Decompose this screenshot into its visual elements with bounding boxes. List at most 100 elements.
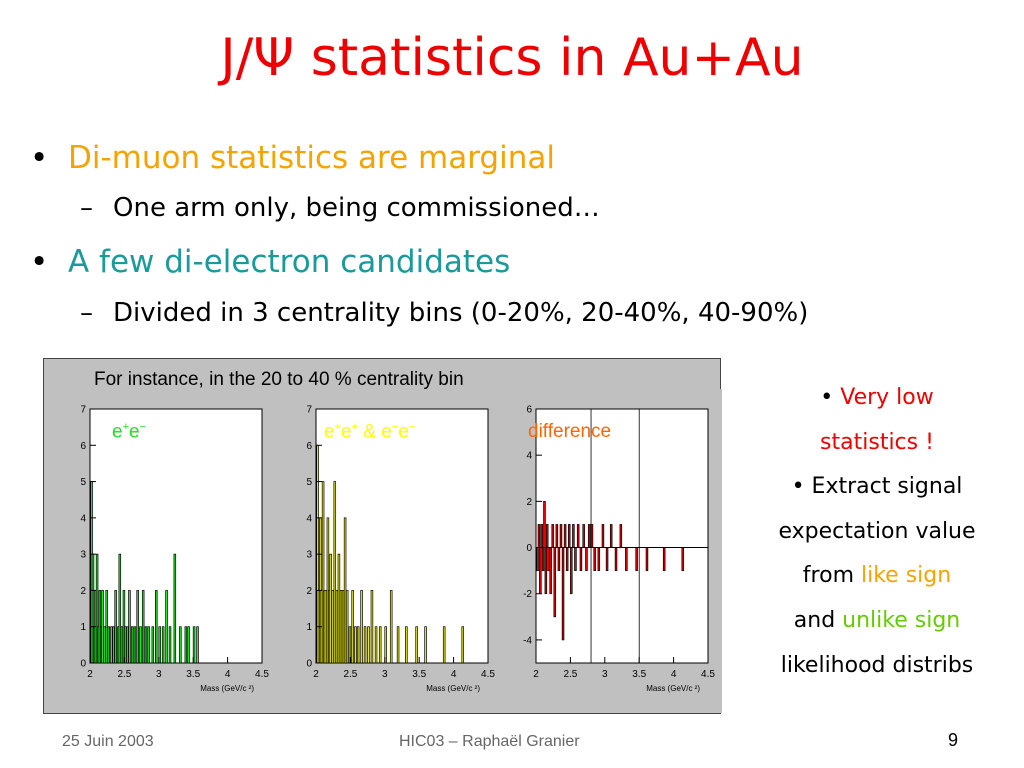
y-tick-label: 7 [306, 405, 312, 416]
histogram-difference: 2 2.5 3 3.5 4 4.5 -4 -2 0 2 4 6 Mass (GeV/c ²) diffe… [496, 389, 722, 713]
histogram-bar [136, 590, 139, 664]
x-tick-label: 2 [87, 669, 93, 680]
x-tick-label: 2.5 [117, 669, 131, 680]
side-very-low: Very low [840, 385, 934, 410]
histogram-bar [139, 626, 142, 664]
histogram-bar [155, 590, 158, 664]
x-tick-label: 4.5 [481, 669, 495, 680]
histogram-bar [335, 590, 339, 664]
histogram-opposite-sign: 2 2.5 3 3.5 4 4.5 0 1 2 3 4 5 6 7 Mass (GeV/c ²) e+e− [50, 389, 276, 713]
histogram-bar [553, 547, 557, 618]
slide-title-text: J/Ψ statistics in Au+Au [220, 28, 804, 88]
histogram-bar [587, 524, 591, 548]
side-line-6: and unlike sign [742, 599, 1012, 644]
histogram-bar [324, 590, 328, 664]
histogram-bar [547, 547, 550, 571]
sub-dash: – [80, 193, 93, 223]
y-tick-label: 6 [306, 441, 312, 452]
histogram-bar [351, 590, 354, 664]
y-tick-label: -4 [523, 635, 532, 646]
histogram-bar [179, 626, 182, 664]
histogram-bar [544, 547, 548, 595]
histogram-bar [645, 547, 649, 571]
histogram-bar [539, 547, 542, 595]
histogram-bar [662, 547, 666, 571]
histogram-bar [567, 524, 571, 548]
histogram-bar [605, 547, 609, 571]
x-tick-label: 2 [313, 669, 319, 680]
histogram-bar [356, 626, 360, 664]
histogram-bar [165, 590, 168, 664]
histogram-bar [540, 524, 543, 548]
histogram-bar [681, 547, 685, 571]
histogram-bar [158, 626, 161, 664]
histogram-opposite-sign-title: e+e− [112, 421, 147, 443]
histogram-bar [597, 547, 601, 571]
histogram-bar [619, 524, 623, 548]
histogram-bar [151, 626, 155, 664]
side-bullet: • [820, 385, 834, 410]
histogram-bar [367, 626, 370, 664]
x-axis-title: Mass (GeV/c ²) [200, 684, 254, 693]
histogram-like-sign: 2 2.5 3 3.5 4 4.5 0 1 2 3 4 5 6 7 Mass (GeV/c ²) e+e+ … [276, 389, 502, 713]
histogram-difference-plot: 2 2.5 3 3.5 4 4.5 -4 -2 0 2 4 6 Mass (GeV/c ²) [523, 405, 715, 694]
histogram-bar [343, 517, 347, 664]
histogram-bar [112, 626, 115, 664]
histogram-bar [625, 547, 628, 571]
side-line-4: expectation value [778, 518, 976, 544]
side-line-5: from like sign [742, 554, 1012, 599]
histogram-bar [130, 626, 134, 664]
histogram-bar [363, 626, 367, 664]
histogram-bar [114, 590, 117, 664]
x-tick-label: 3 [382, 669, 388, 680]
histogram-bar [378, 626, 382, 664]
x-tick-label: 2.5 [343, 669, 357, 680]
x-tick-label: 4.5 [701, 669, 715, 680]
histogram-bar [614, 547, 618, 571]
histogram-bar [609, 524, 613, 548]
histogram-bar [161, 626, 165, 664]
histogram-bar [563, 524, 567, 548]
y-tick-label: 2 [306, 586, 312, 597]
histogram-bar [147, 626, 150, 664]
x-tick-label: 3.5 [412, 669, 426, 680]
histogram-bar [541, 547, 545, 571]
histogram-bar [461, 626, 465, 664]
histogram-bar [537, 524, 541, 548]
histogram-like-sign-title: e+e+ & e−e− [324, 421, 416, 443]
histogram-bar [549, 547, 552, 595]
y-tick-label: 1 [80, 622, 86, 633]
histogram-bar [601, 524, 605, 548]
histogram-bar [196, 626, 199, 664]
side-line-2: statistics ! [820, 429, 934, 455]
y-tick-label: 1 [306, 622, 312, 633]
histogram-bar [396, 626, 400, 664]
histogram-bar [133, 626, 137, 664]
histogram-bar [321, 481, 325, 664]
histogram-bar [545, 524, 549, 548]
histogram-bar [341, 590, 345, 664]
histogram-bar [424, 626, 427, 664]
histogram-bar [187, 626, 190, 664]
histogram-figure: For instance, in the 20 to 40 % centrali… [43, 358, 722, 714]
histogram-bar [128, 590, 131, 664]
histogram-bar [561, 547, 565, 641]
x-axis-title: Mass (GeV/c ²) [426, 684, 480, 693]
figure-caption: For instance, in the 20 to 40 % centrali… [94, 369, 464, 390]
y-tick-label: 0 [526, 543, 532, 554]
histogram-bar [126, 626, 129, 664]
histogram-bar [333, 481, 337, 664]
histogram-bar [101, 590, 104, 664]
histogram-bar [118, 553, 122, 664]
histogram-bar [559, 524, 563, 548]
bullet-dot: • [30, 244, 49, 280]
y-tick-label: 4 [526, 451, 532, 462]
histogram-opposite-sign-plot: 2 2.5 3 3.5 4 4.5 0 1 2 3 4 5 6 7 Mass (GeV/c ²) [80, 405, 269, 694]
histogram-like-sign-plot: 2 2.5 3 3.5 4 4.5 0 1 2 3 4 5 6 7 Mass (GeV/c ²) [306, 405, 495, 694]
histogram-bar [579, 547, 583, 571]
x-tick-label: 3.5 [186, 669, 200, 680]
histogram-bar [557, 547, 561, 571]
sub-bullet-one-arm-text: One arm only, being commissioned… [113, 193, 600, 223]
histogram-bar [585, 547, 588, 571]
side-unlike-sign: unlike sign [842, 607, 961, 633]
